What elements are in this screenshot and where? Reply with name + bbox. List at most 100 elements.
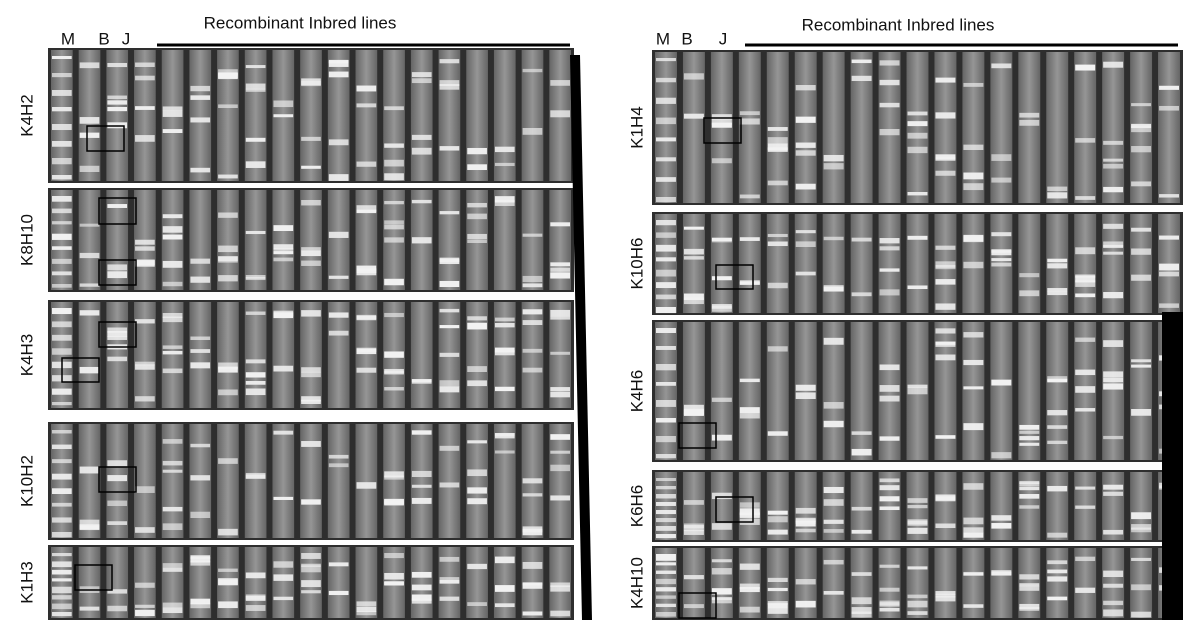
gel-band (1047, 288, 1067, 291)
gel-band (412, 135, 432, 140)
gel-band (301, 441, 321, 447)
gel-band (246, 359, 266, 363)
gel-band (495, 318, 515, 322)
gel-band (218, 601, 238, 608)
gel-lane (879, 472, 901, 540)
gel-band (218, 529, 238, 536)
gel-band (190, 349, 210, 353)
gel-band (935, 435, 955, 439)
gel-band (824, 499, 844, 506)
gel-band (495, 433, 515, 438)
gel-band (880, 129, 900, 135)
gel-lane (1158, 214, 1180, 313)
gel-band (712, 304, 732, 309)
gel-band (190, 168, 210, 173)
gel-band (190, 512, 210, 518)
gel-band (991, 63, 1011, 68)
gel-band (495, 163, 515, 166)
gel-lane (189, 50, 211, 181)
gel-band (1103, 292, 1123, 298)
gel-strip (48, 545, 574, 620)
gel-band (440, 557, 460, 562)
gel-lane (134, 50, 156, 181)
gel-band (1159, 86, 1179, 90)
gel-band (52, 474, 72, 480)
gel-band (412, 200, 432, 203)
gel-band (52, 561, 72, 567)
gel-band (440, 259, 460, 264)
gel-band (1159, 303, 1179, 307)
gel-band (467, 214, 487, 220)
gel-band (440, 84, 460, 90)
gel-band (412, 72, 432, 77)
gel-band (412, 430, 432, 434)
gel-band (163, 567, 183, 572)
gel-band (357, 103, 377, 107)
gel-band (107, 100, 127, 104)
gel-band (768, 346, 788, 351)
gel-band (384, 220, 404, 224)
gel-band (246, 312, 266, 315)
gel-band (357, 601, 377, 606)
gel-band (163, 603, 183, 607)
gel-band (1047, 441, 1067, 444)
gel-band (440, 482, 460, 487)
shadow-edge (1162, 312, 1183, 620)
gel-band (107, 606, 127, 611)
gel-band (80, 133, 100, 138)
gel-band (740, 502, 760, 507)
gel-lane (1158, 52, 1180, 203)
gel-band (824, 237, 844, 240)
gel-band (357, 607, 377, 613)
gel-band (412, 585, 432, 591)
gel-lane (494, 424, 516, 538)
gel-band (80, 62, 100, 68)
gel-band (908, 595, 928, 599)
gel-band (656, 98, 676, 104)
gel-band (190, 259, 210, 264)
gel-band (1047, 486, 1067, 491)
gel-band (301, 580, 321, 587)
gel-lane (439, 424, 461, 538)
gel-band (357, 86, 377, 92)
gel-band (880, 80, 900, 85)
gel-band (1103, 340, 1123, 347)
gel-band (52, 90, 72, 96)
gel-band (246, 84, 266, 90)
gel-band (796, 143, 816, 148)
lane-label: M (61, 29, 75, 48)
gel-band (908, 147, 928, 153)
row-label: K4H6 (627, 370, 646, 413)
gel-band (52, 158, 72, 164)
gel-strip (48, 48, 574, 183)
gel-band (163, 369, 183, 374)
gel-band (684, 73, 704, 79)
panel-title: Recombinant Inbred lines (204, 13, 397, 32)
gel-band (273, 561, 293, 567)
gel-band (523, 478, 543, 483)
gel-band (301, 200, 321, 205)
gel-band (1075, 588, 1095, 593)
gel-band (796, 518, 816, 521)
gel-band (963, 604, 983, 608)
gel-band (908, 236, 928, 240)
gel-band (740, 118, 760, 124)
gel-band (852, 530, 872, 534)
gel-band (190, 86, 210, 91)
gel-band (135, 527, 155, 533)
gel-band (1103, 571, 1123, 577)
gel-band (246, 138, 266, 142)
gel-band (1075, 506, 1095, 509)
gel-band (768, 608, 788, 614)
gel-lane (1102, 548, 1124, 618)
gel-band (768, 127, 788, 131)
gel-band (107, 204, 127, 208)
gel-band (935, 355, 955, 361)
lane-label: B (98, 29, 109, 48)
gel-band (796, 508, 816, 514)
gel-band (1075, 338, 1095, 342)
gel-band (1047, 425, 1067, 429)
gel-band (80, 367, 100, 373)
gel-lane (217, 190, 239, 290)
gel-band (329, 60, 349, 67)
